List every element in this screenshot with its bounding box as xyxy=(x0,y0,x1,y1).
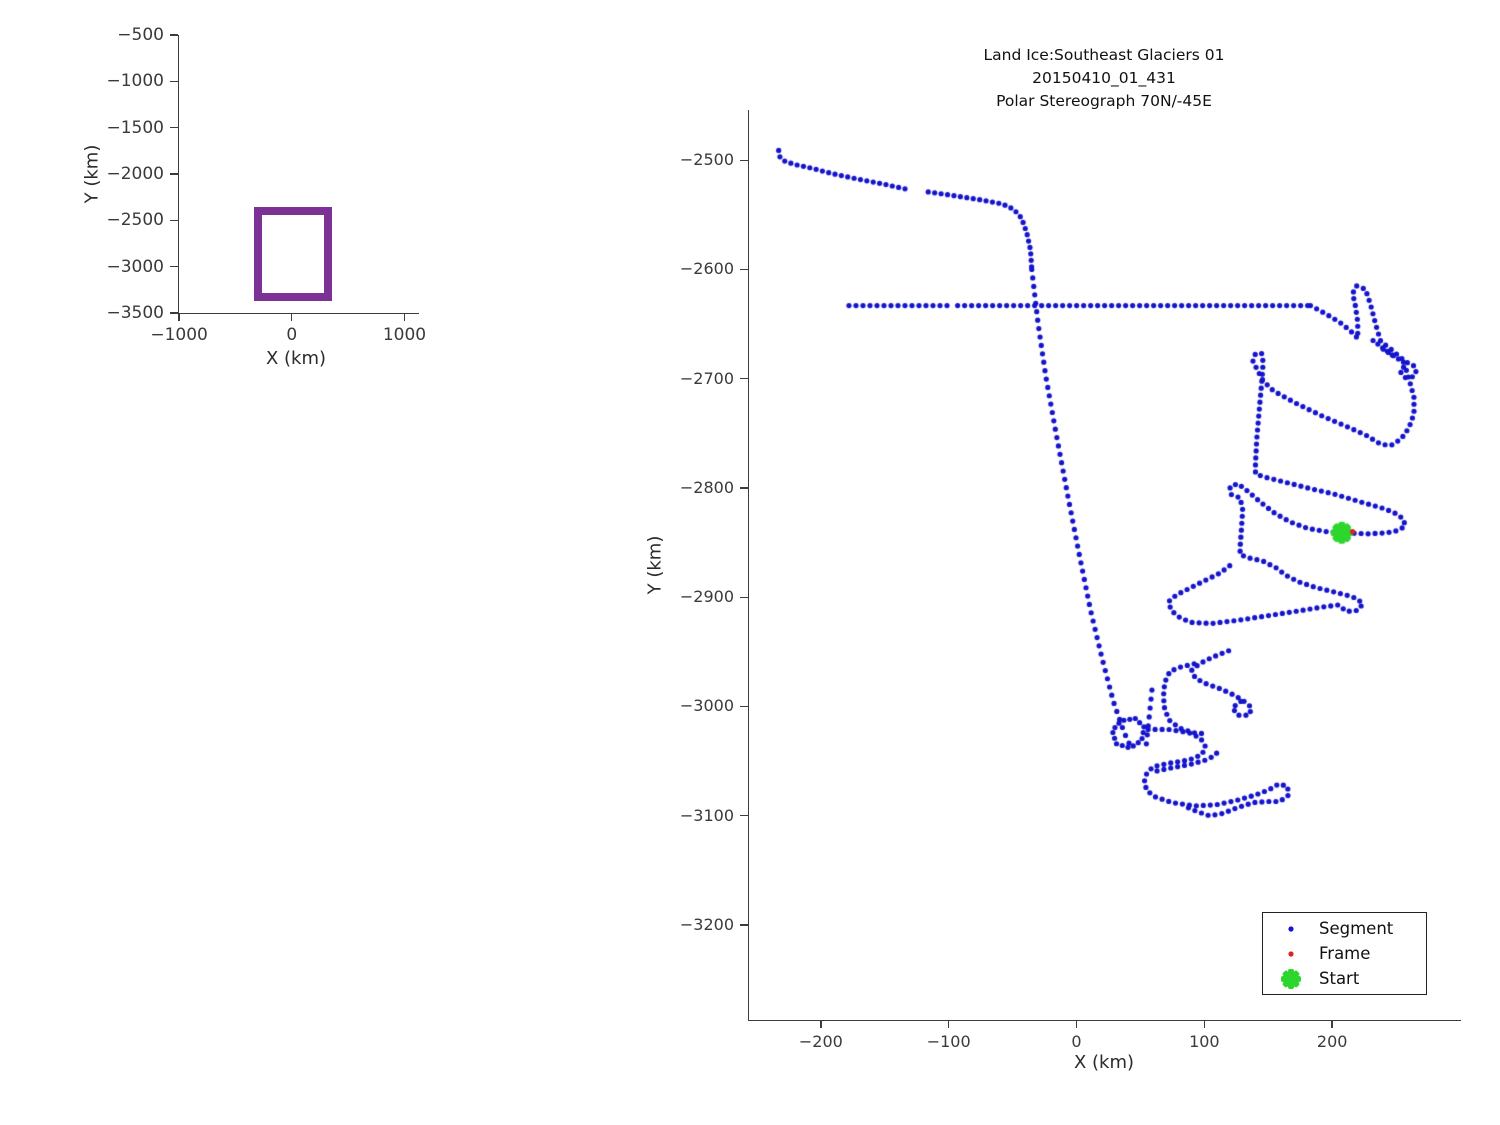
y-tick-mark xyxy=(170,312,178,314)
x-tick-label: −100 xyxy=(926,1032,971,1051)
y-tick-label: −3100 xyxy=(679,805,734,825)
y-tick-mark xyxy=(740,378,748,380)
y-tick-mark xyxy=(170,265,178,268)
main-y-axis-label: Y (km) xyxy=(644,535,666,595)
legend-item-frame: Frame xyxy=(1263,941,1426,966)
title-line-2: 20150410_01_431 xyxy=(1032,69,1176,87)
y-tick-mark xyxy=(170,219,178,222)
x-tick-label: 200 xyxy=(1316,1032,1348,1051)
overview-extent-rect xyxy=(253,207,332,302)
legend: Segment Frame Start xyxy=(1262,912,1427,995)
x-tick-mark xyxy=(820,1020,822,1028)
y-tick-mark xyxy=(170,126,178,129)
x-tick-mark xyxy=(1331,1020,1333,1028)
y-tick-label: −2500 xyxy=(679,150,734,170)
main-x-axis-label: X (km) xyxy=(1073,1052,1135,1073)
x-tick-label: −200 xyxy=(798,1032,843,1051)
legend-item-segment: Segment xyxy=(1263,916,1426,941)
legend-dot-icon xyxy=(1263,923,1319,935)
y-tick-mark xyxy=(740,159,748,161)
y-tick-label: −1500 xyxy=(106,117,164,138)
main-plot-title: Land Ice:Southeast Glaciers 01 20150410_… xyxy=(748,44,1460,113)
y-tick-mark xyxy=(170,34,178,36)
y-tick-label: −3200 xyxy=(679,914,734,934)
x-tick-label: 0 xyxy=(286,325,298,345)
y-tick-mark xyxy=(740,487,748,489)
legend-asterisk-icon xyxy=(1263,968,1319,990)
legend-dot-icon xyxy=(1263,948,1319,960)
y-tick-mark xyxy=(170,80,178,83)
y-tick-label: −2700 xyxy=(679,368,734,388)
y-tick-label: −3500 xyxy=(106,303,164,323)
x-tick-mark xyxy=(1203,1020,1206,1028)
overview-y-axis xyxy=(178,35,180,314)
y-tick-label: −2900 xyxy=(679,587,734,607)
x-tick-label: 100 xyxy=(1189,1032,1220,1051)
y-tick-label: −1000 xyxy=(106,71,164,92)
y-tick-label: −2500 xyxy=(106,210,164,231)
main-y-axis xyxy=(748,110,750,1021)
y-tick-mark xyxy=(740,268,748,271)
y-tick-mark xyxy=(740,705,748,708)
x-tick-label: 0 xyxy=(1071,1032,1082,1051)
y-tick-label: −3000 xyxy=(679,696,734,716)
title-line-3: Polar Stereograph 70N/-45E xyxy=(996,92,1212,110)
legend-label: Segment xyxy=(1319,919,1394,938)
y-tick-mark xyxy=(740,815,748,817)
y-tick-label: −3000 xyxy=(106,256,164,277)
main-x-axis xyxy=(748,1020,1461,1022)
x-tick-mark xyxy=(178,313,180,321)
y-tick-mark xyxy=(740,596,748,598)
y-tick-label: −2000 xyxy=(106,164,164,184)
y-tick-label: −2800 xyxy=(679,477,734,497)
title-line-1: Land Ice:Southeast Glaciers 01 xyxy=(983,46,1225,64)
y-tick-label: −500 xyxy=(117,25,164,45)
overview-y-axis-label: Y (km) xyxy=(81,144,103,204)
x-tick-mark xyxy=(1075,1020,1078,1028)
x-tick-mark xyxy=(291,313,293,321)
x-tick-label: −1000 xyxy=(150,325,208,345)
overview-x-axis xyxy=(178,313,419,315)
legend-label: Frame xyxy=(1319,944,1371,963)
x-tick-mark xyxy=(403,313,406,321)
x-tick-mark xyxy=(947,1020,950,1028)
overview-x-axis-label: X (km) xyxy=(265,348,327,369)
y-tick-label: −2600 xyxy=(679,259,734,279)
x-tick-label: 1000 xyxy=(382,325,427,345)
y-tick-mark xyxy=(740,924,748,926)
y-tick-mark xyxy=(170,173,178,175)
legend-label: Start xyxy=(1319,969,1360,988)
legend-item-start: Start xyxy=(1263,966,1426,991)
